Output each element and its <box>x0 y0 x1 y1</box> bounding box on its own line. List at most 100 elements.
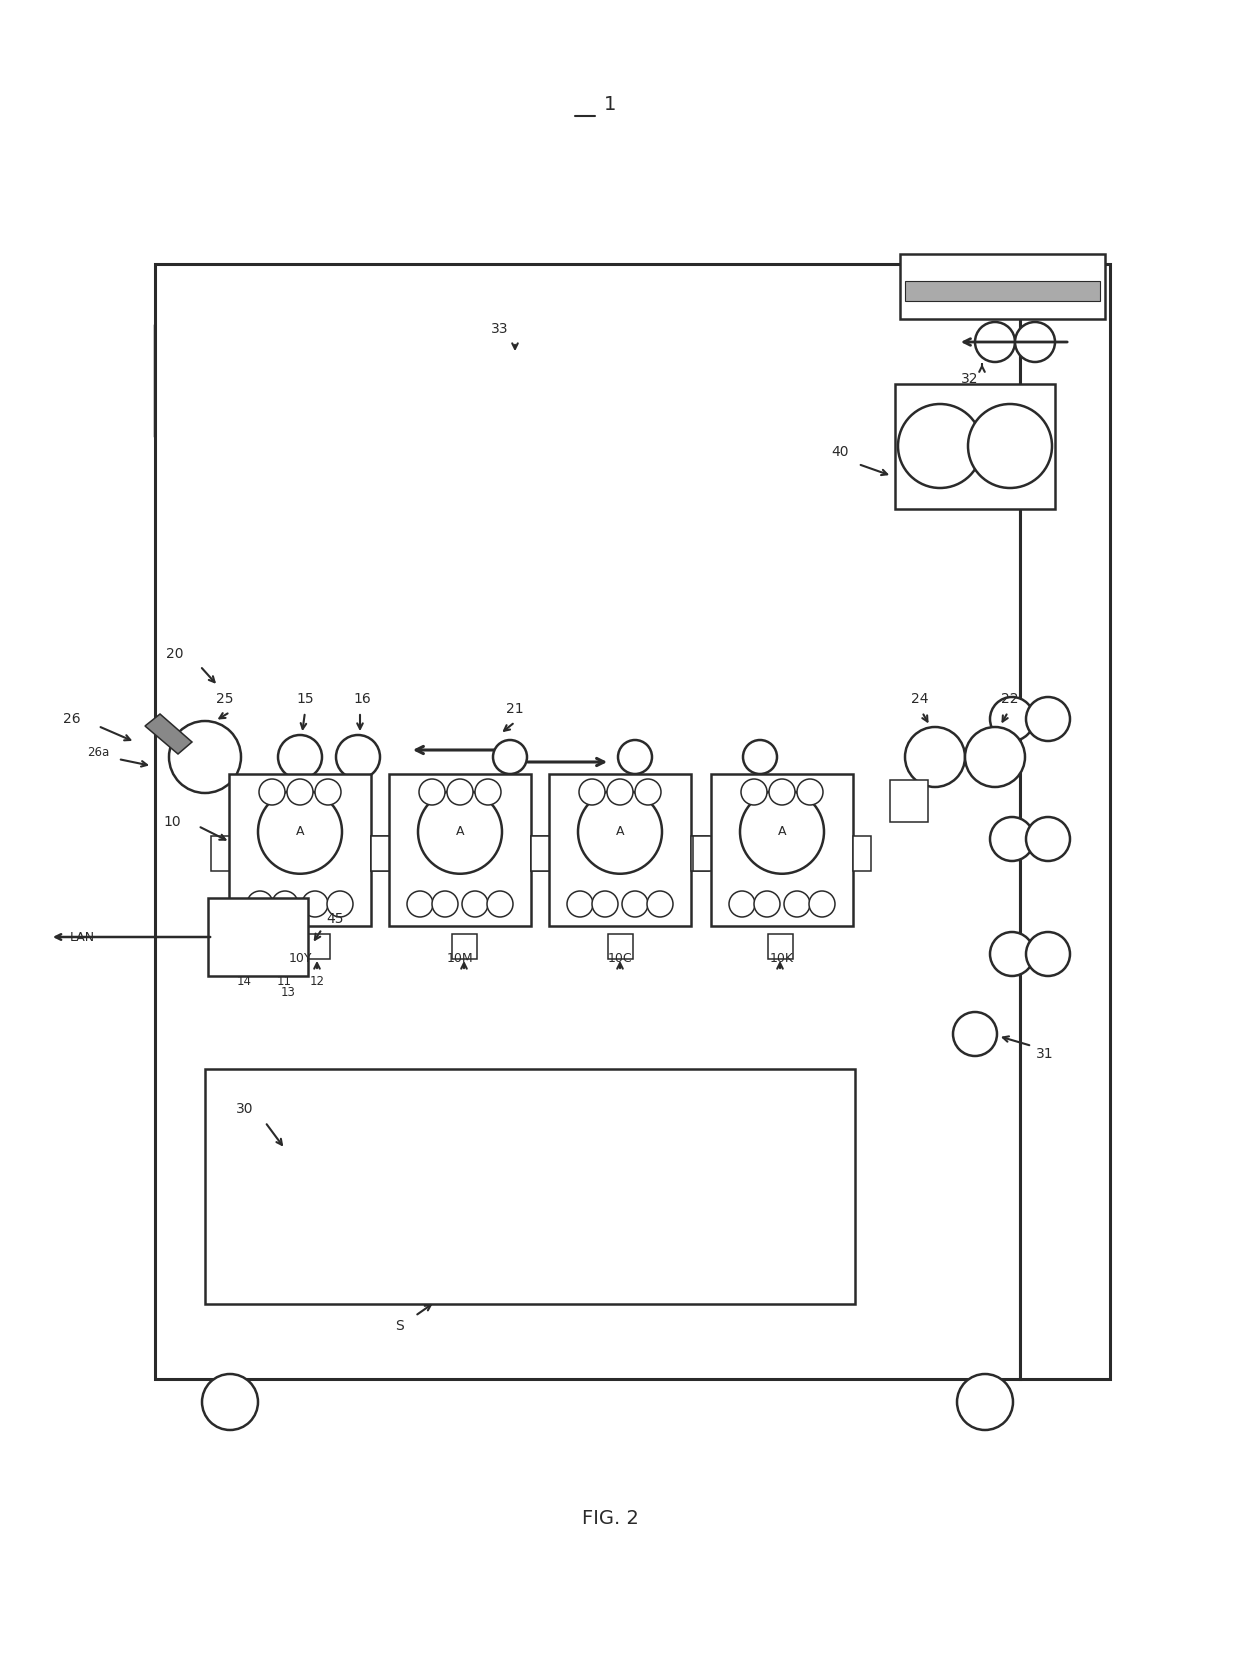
Circle shape <box>784 890 810 917</box>
Circle shape <box>990 697 1034 740</box>
Circle shape <box>622 890 649 917</box>
Circle shape <box>202 1374 258 1429</box>
Bar <box>371 835 389 870</box>
Text: A: A <box>777 825 786 839</box>
Text: LAN: LAN <box>69 930 94 943</box>
Text: 10: 10 <box>164 815 181 829</box>
Polygon shape <box>155 326 892 436</box>
Bar <box>711 774 853 925</box>
Circle shape <box>742 779 768 805</box>
Bar <box>453 934 477 958</box>
Text: A: A <box>616 825 624 839</box>
Text: 16: 16 <box>353 692 371 706</box>
Text: 32: 32 <box>961 373 978 386</box>
Bar <box>229 774 371 925</box>
Bar <box>211 835 229 870</box>
Text: 31: 31 <box>1037 1047 1054 1062</box>
Bar <box>900 255 1105 319</box>
Circle shape <box>905 727 965 787</box>
Circle shape <box>743 740 777 774</box>
Circle shape <box>797 779 823 805</box>
Circle shape <box>1025 817 1070 860</box>
Text: 13: 13 <box>280 985 295 998</box>
Circle shape <box>315 779 341 805</box>
Bar <box>853 835 870 870</box>
Circle shape <box>754 890 780 917</box>
Circle shape <box>957 1374 1013 1429</box>
Circle shape <box>327 890 353 917</box>
Bar <box>305 934 330 958</box>
Text: 26a: 26a <box>87 745 109 759</box>
Circle shape <box>407 890 433 917</box>
Circle shape <box>303 890 329 917</box>
Circle shape <box>954 1012 997 1057</box>
Bar <box>890 780 928 822</box>
Circle shape <box>647 890 673 917</box>
Circle shape <box>446 779 472 805</box>
Text: 11: 11 <box>277 975 291 987</box>
Text: 14: 14 <box>237 975 252 987</box>
Circle shape <box>990 932 1034 977</box>
Text: A: A <box>456 825 464 839</box>
Text: 25: 25 <box>216 692 234 706</box>
Polygon shape <box>145 714 192 754</box>
Text: 10C: 10C <box>608 952 632 965</box>
Circle shape <box>898 404 982 488</box>
Text: 21: 21 <box>506 702 523 716</box>
Bar <box>768 934 794 958</box>
Bar <box>905 281 1100 301</box>
Bar <box>531 835 549 870</box>
Bar <box>895 384 1055 509</box>
Circle shape <box>968 404 1052 488</box>
Circle shape <box>579 779 605 805</box>
Circle shape <box>1025 932 1070 977</box>
Text: 20: 20 <box>166 647 184 661</box>
Bar <box>155 265 1021 1379</box>
Text: A: A <box>296 825 304 839</box>
Bar <box>389 774 531 925</box>
Bar <box>272 934 298 958</box>
Text: 15: 15 <box>296 692 314 706</box>
Circle shape <box>418 790 502 874</box>
Bar <box>232 934 257 958</box>
Text: 24: 24 <box>911 692 929 706</box>
Circle shape <box>494 740 527 774</box>
Circle shape <box>272 890 298 917</box>
Circle shape <box>336 735 379 779</box>
Circle shape <box>567 890 593 917</box>
Circle shape <box>475 779 501 805</box>
Circle shape <box>259 779 285 805</box>
Circle shape <box>258 790 342 874</box>
Text: 12: 12 <box>310 975 325 987</box>
Bar <box>208 899 308 977</box>
Circle shape <box>463 890 489 917</box>
Bar <box>608 934 632 958</box>
Bar <box>1021 265 1110 1379</box>
Text: 22: 22 <box>1001 692 1019 706</box>
Circle shape <box>169 721 241 794</box>
Circle shape <box>419 779 445 805</box>
Circle shape <box>487 890 513 917</box>
Bar <box>371 835 389 870</box>
Circle shape <box>729 890 755 917</box>
Circle shape <box>591 890 618 917</box>
Circle shape <box>618 740 652 774</box>
Circle shape <box>990 817 1034 860</box>
Text: 40: 40 <box>831 444 848 459</box>
Circle shape <box>975 323 1016 363</box>
Circle shape <box>965 727 1025 787</box>
Text: 1: 1 <box>604 95 616 113</box>
Circle shape <box>578 790 662 874</box>
Text: 10Y: 10Y <box>288 952 311 965</box>
Circle shape <box>286 779 312 805</box>
Text: 45: 45 <box>326 912 343 925</box>
Circle shape <box>432 890 458 917</box>
Circle shape <box>740 790 825 874</box>
Text: S: S <box>396 1320 404 1333</box>
Circle shape <box>608 779 632 805</box>
Text: FIG. 2: FIG. 2 <box>582 1509 639 1529</box>
Bar <box>205 1068 856 1305</box>
Circle shape <box>278 735 322 779</box>
Text: 26: 26 <box>63 712 81 726</box>
Circle shape <box>769 779 795 805</box>
